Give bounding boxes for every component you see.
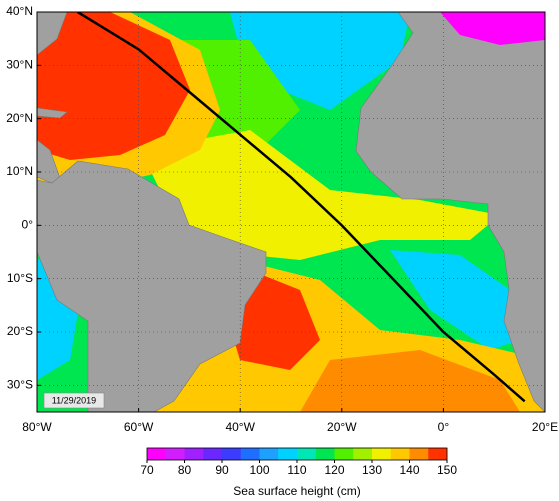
x-tick-label: 60°W: [124, 420, 154, 434]
colorbar-swatch: [147, 448, 167, 460]
y-tick-label: 10°N: [6, 164, 33, 178]
field: [37, 12, 545, 412]
colorbar-tick-label: 80: [178, 463, 192, 477]
colorbar-swatch: [165, 448, 185, 460]
land: [37, 160, 267, 412]
x-tick-label: 40°W: [225, 420, 255, 434]
track-line: [76, 12, 526, 403]
x-tick-label: 20°W: [327, 420, 357, 434]
colorbar-swatch: [334, 448, 354, 460]
colorbar-tick-label: 150: [437, 463, 457, 477]
colorbar-swatch: [203, 448, 223, 460]
colorbar-tick-label: 70: [140, 463, 154, 477]
land: [355, 12, 545, 412]
x-tick-label: 0°: [438, 420, 450, 434]
y-tick-label: 40°N: [6, 4, 33, 18]
colorbar-tick-label: 120: [324, 463, 344, 477]
colorbar-swatch: [315, 448, 335, 460]
y-tick-label: 10°S: [7, 271, 33, 285]
field-patch: [230, 12, 410, 110]
field-patch: [390, 250, 520, 350]
x-tick-label: 20°E: [532, 420, 558, 434]
colorbar-label: Sea surface height (cm): [233, 484, 360, 498]
colorbar-swatch: [390, 448, 410, 460]
y-tick-label: 30°S: [7, 378, 33, 392]
colorbar-tick-label: 130: [362, 463, 382, 477]
colorbar-tick-label: 100: [249, 463, 269, 477]
land: [37, 12, 68, 56]
map-frame: [36, 11, 546, 413]
field-patch: [300, 350, 520, 412]
colorbar-swatch: [353, 448, 373, 460]
colorbar-swatch: [278, 448, 298, 460]
colorbar-swatch: [240, 448, 260, 460]
track-layer: [76, 12, 526, 403]
colorbar-tick-label: 140: [399, 463, 419, 477]
colorbar-tick-label: 110: [287, 463, 306, 477]
y-tick-label: 20°S: [7, 324, 33, 338]
y-tick-label: 20°N: [6, 111, 33, 125]
date-label: 11/29/2019: [52, 395, 96, 405]
colorbar-swatch: [297, 448, 317, 460]
colorbar: 70 80 90 100 110 120 130 140 150: [140, 447, 457, 477]
field-patch: [140, 130, 500, 260]
date-box: [43, 392, 105, 409]
field-patch: [37, 12, 190, 160]
land: [37, 107, 68, 119]
colorbar-swatch: [222, 448, 242, 460]
colorbar-swatch: [428, 448, 448, 460]
colorbar-swatch: [372, 448, 392, 460]
y-tick-label: 0°: [22, 218, 34, 232]
y-tick-label: 30°N: [6, 58, 33, 72]
colorbar-swatch: [184, 448, 204, 460]
colorbar-swatch: [259, 448, 279, 460]
colorbar-swatch: [409, 448, 429, 460]
x-tick-label: 80°W: [22, 420, 52, 434]
colorbar-tick-label: 90: [215, 463, 229, 477]
sea-patch: [440, 12, 545, 45]
